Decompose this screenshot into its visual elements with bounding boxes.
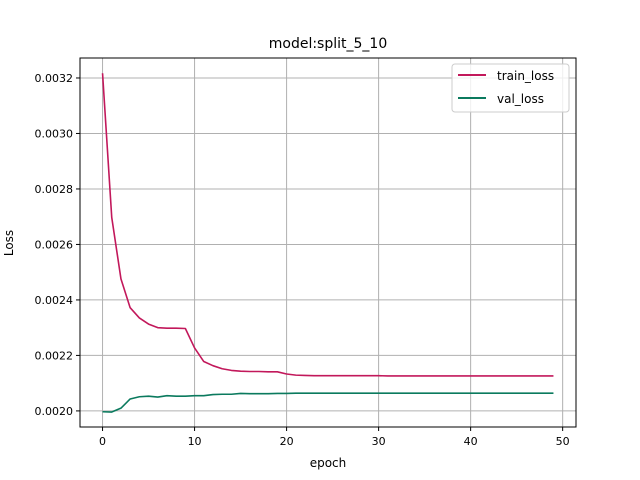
y-tick-label: 0.0020 bbox=[35, 405, 74, 418]
y-ticks: 0.0020 0.0022 0.0024 0.0026 0.0028 0.0030 0.00… bbox=[35, 72, 80, 418]
x-tick-label: 0 bbox=[99, 435, 106, 448]
y-tick-label: 0.0026 bbox=[35, 238, 74, 251]
x-tick-label: 20 bbox=[280, 435, 294, 448]
grid bbox=[80, 58, 576, 427]
y-tick-label: 0.0028 bbox=[35, 183, 74, 196]
x-tick-label: 10 bbox=[188, 435, 202, 448]
y-tick-label: 0.0024 bbox=[35, 294, 74, 307]
legend-label-val-loss: val_loss bbox=[497, 92, 544, 106]
y-tick-label: 0.0030 bbox=[35, 127, 74, 140]
x-ticks: 0 10 20 30 40 50 bbox=[99, 427, 570, 448]
legend: train_loss val_loss bbox=[451, 63, 570, 113]
series-layer bbox=[101, 73, 554, 413]
series-line-val-loss bbox=[102, 392, 554, 413]
x-tick-label: 30 bbox=[372, 435, 386, 448]
legend-label-train-loss: train_loss bbox=[497, 69, 554, 83]
x-tick-label: 40 bbox=[464, 435, 478, 448]
plot-frame bbox=[79, 57, 577, 428]
chart-title: model:split_5_10 bbox=[269, 36, 387, 52]
x-axis-label: epoch bbox=[310, 456, 347, 470]
series-line-train-loss bbox=[101, 73, 554, 377]
y-tick-label: 0.0022 bbox=[35, 349, 74, 362]
y-tick-label: 0.0032 bbox=[35, 72, 74, 85]
x-tick-label: 50 bbox=[556, 435, 570, 448]
y-axis-label: Loss bbox=[2, 230, 16, 256]
